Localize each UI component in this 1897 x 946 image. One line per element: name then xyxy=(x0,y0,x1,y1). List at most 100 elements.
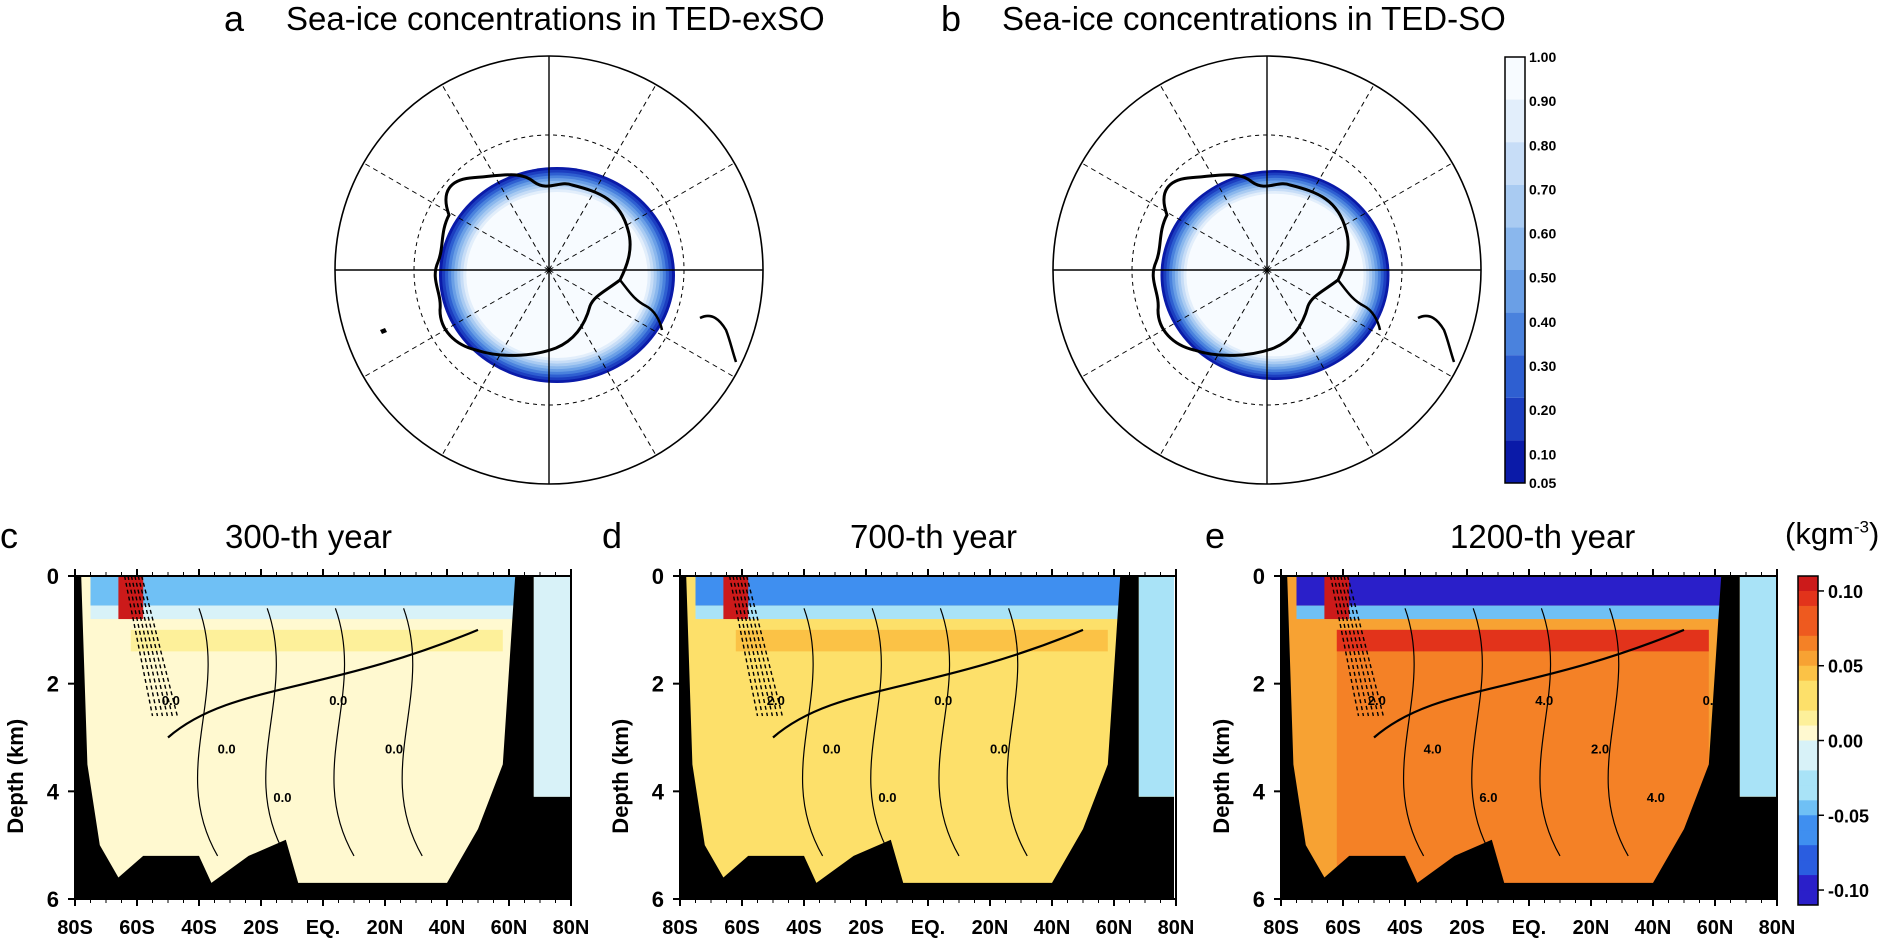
density-colorbar-swatch xyxy=(1798,890,1818,906)
panel-a-title: Sea-ice concentrations in TED-exSO xyxy=(286,0,825,37)
subsurface-anomaly-band xyxy=(735,629,1108,652)
x-tick-label: 80S xyxy=(662,917,698,939)
ice-colorbar-swatch xyxy=(1505,227,1525,270)
contour-label: 2.0 xyxy=(1368,693,1386,708)
x-tick-label: 40S xyxy=(786,917,822,939)
ice-colorbar-swatch xyxy=(1505,184,1525,228)
panel-label-c: c xyxy=(0,515,18,556)
panel-label-a: a xyxy=(224,0,245,39)
x-tick-label: 60N xyxy=(491,917,528,939)
x-tick-label: 20S xyxy=(243,917,279,939)
panel-e-title: 1200-th year xyxy=(1450,518,1636,555)
bathymetry-mask xyxy=(75,576,571,899)
ice-colorbar-tick-label: 0.40 xyxy=(1529,314,1556,330)
zero-contour xyxy=(772,628,1084,739)
density-colorbar-tick-label: -0.05 xyxy=(1828,806,1869,826)
surface-anomaly-edge xyxy=(1296,605,1722,620)
contour-label: 4.0 xyxy=(1647,790,1665,805)
ice-colorbar-tick-label: 0.10 xyxy=(1529,446,1556,462)
contour-line xyxy=(938,608,960,857)
panel-d-title: 700-th year xyxy=(850,518,1017,555)
interior-anomaly-band xyxy=(735,629,1108,889)
surface-anomaly-band xyxy=(1296,576,1722,606)
ice-colorbar-swatch xyxy=(1505,397,1525,441)
x-tick-label: 80N xyxy=(1759,917,1796,939)
ice-colorbar-tick-label: 0.50 xyxy=(1529,270,1556,286)
y-axis-label: Depth (km) xyxy=(3,719,28,834)
y-tick-label: 0 xyxy=(47,564,59,589)
panel-c-title: 300-th year xyxy=(225,518,392,555)
contour-label: 0.0 xyxy=(329,693,347,708)
interior-anomaly-band xyxy=(130,629,503,889)
antarctic-peninsula-a xyxy=(619,279,664,331)
bathymetry-mask xyxy=(1281,576,1776,899)
ice-colorbar-tick-label: 0.60 xyxy=(1529,226,1556,242)
density-colorbar-swatch xyxy=(1798,695,1818,712)
density-colorbar-tick-label: -0.10 xyxy=(1828,881,1869,901)
contour-line xyxy=(401,608,423,857)
x-tick-label: 60S xyxy=(724,917,760,939)
contour-label: 6.0 xyxy=(1479,790,1497,805)
ice-colorbar-frame xyxy=(1504,56,1526,484)
surface-anomaly-edge xyxy=(90,605,516,620)
x-tick-label: 40S xyxy=(181,917,217,939)
dashed-contour xyxy=(1340,576,1375,717)
y-tick-label: 6 xyxy=(47,887,59,912)
x-tick-label: 40N xyxy=(1635,917,1672,939)
y-tick-label: 2 xyxy=(1253,672,1265,697)
bathymetry-mask xyxy=(680,576,1174,899)
contour-line xyxy=(265,608,287,857)
arctic-anomaly xyxy=(1138,576,1174,797)
density-colorbar-swatch xyxy=(1798,860,1818,876)
density-colorbar-swatch xyxy=(1798,635,1818,652)
dashed-contour xyxy=(735,576,769,717)
contour-line xyxy=(196,608,219,857)
density-colorbar-swatch xyxy=(1798,785,1818,801)
subsurface-anomaly-band xyxy=(130,629,503,652)
x-tick-label: EQ. xyxy=(306,917,340,939)
y-tick-label: 4 xyxy=(1253,779,1266,804)
ice-colorbar-tick-label: 0.70 xyxy=(1529,181,1556,197)
interior-anomaly-band xyxy=(1336,629,1709,889)
density-colorbar-swatch xyxy=(1798,710,1818,727)
dashed-contour xyxy=(742,576,779,717)
contour-line xyxy=(1402,608,1425,857)
contour-label: 0.0 xyxy=(385,742,403,757)
density-colorbar-swatch xyxy=(1798,815,1818,831)
x-tick-label: 80S xyxy=(1263,917,1299,939)
dashed-contour xyxy=(134,576,169,717)
dashed-contour xyxy=(1336,576,1370,717)
zero-contour xyxy=(1373,628,1685,739)
density-colorbar-swatch xyxy=(1798,770,1818,786)
y-tick-label: 4 xyxy=(47,779,60,804)
surface-anomaly-band xyxy=(90,576,516,606)
antarctic-peninsula-b xyxy=(1337,279,1382,331)
south-america-tip-a xyxy=(699,314,738,363)
dashed-contour xyxy=(130,576,164,717)
antarctica-coastline-a xyxy=(433,173,632,357)
density-colorbar-swatch xyxy=(1798,740,1818,756)
ice-colorbar-tick-label: 0.20 xyxy=(1529,402,1556,418)
x-tick-label: EQ. xyxy=(1512,917,1546,939)
density-colorbar-swatch xyxy=(1798,605,1818,622)
x-tick-label: EQ. xyxy=(911,917,945,939)
dashed-contour xyxy=(137,576,174,717)
x-tick-label: 60S xyxy=(1325,917,1361,939)
dashed-contour xyxy=(745,576,783,717)
sea-ice-colorbar: 1.00 0.90 0.80 0.70 0.60 0.50 0.40 0.30 0.20 0.10… xyxy=(1504,49,1556,491)
contour-label: 0.0 xyxy=(218,742,236,757)
arctic-anomaly xyxy=(533,576,571,797)
dashed-contour xyxy=(1343,576,1380,717)
x-tick-label: 60S xyxy=(119,917,155,939)
surface-anomaly-edge xyxy=(695,605,1121,620)
contour-label: 2.0 xyxy=(767,693,785,708)
contour-line xyxy=(1539,608,1561,857)
density-colorbar: 0.10 0.05 0.00 -0.05 -0.10 xyxy=(1797,575,1869,906)
ice-colorbar-swatch xyxy=(1505,57,1525,100)
contour-label: 4.0 xyxy=(1535,693,1553,708)
density-colorbar-swatch xyxy=(1798,650,1818,667)
ice-colorbar-tick-label: 0.90 xyxy=(1529,93,1556,109)
contour-label: 0.0 xyxy=(823,742,841,757)
y-tick-label: 6 xyxy=(652,887,664,912)
contour-label: 0.0 xyxy=(273,790,291,805)
